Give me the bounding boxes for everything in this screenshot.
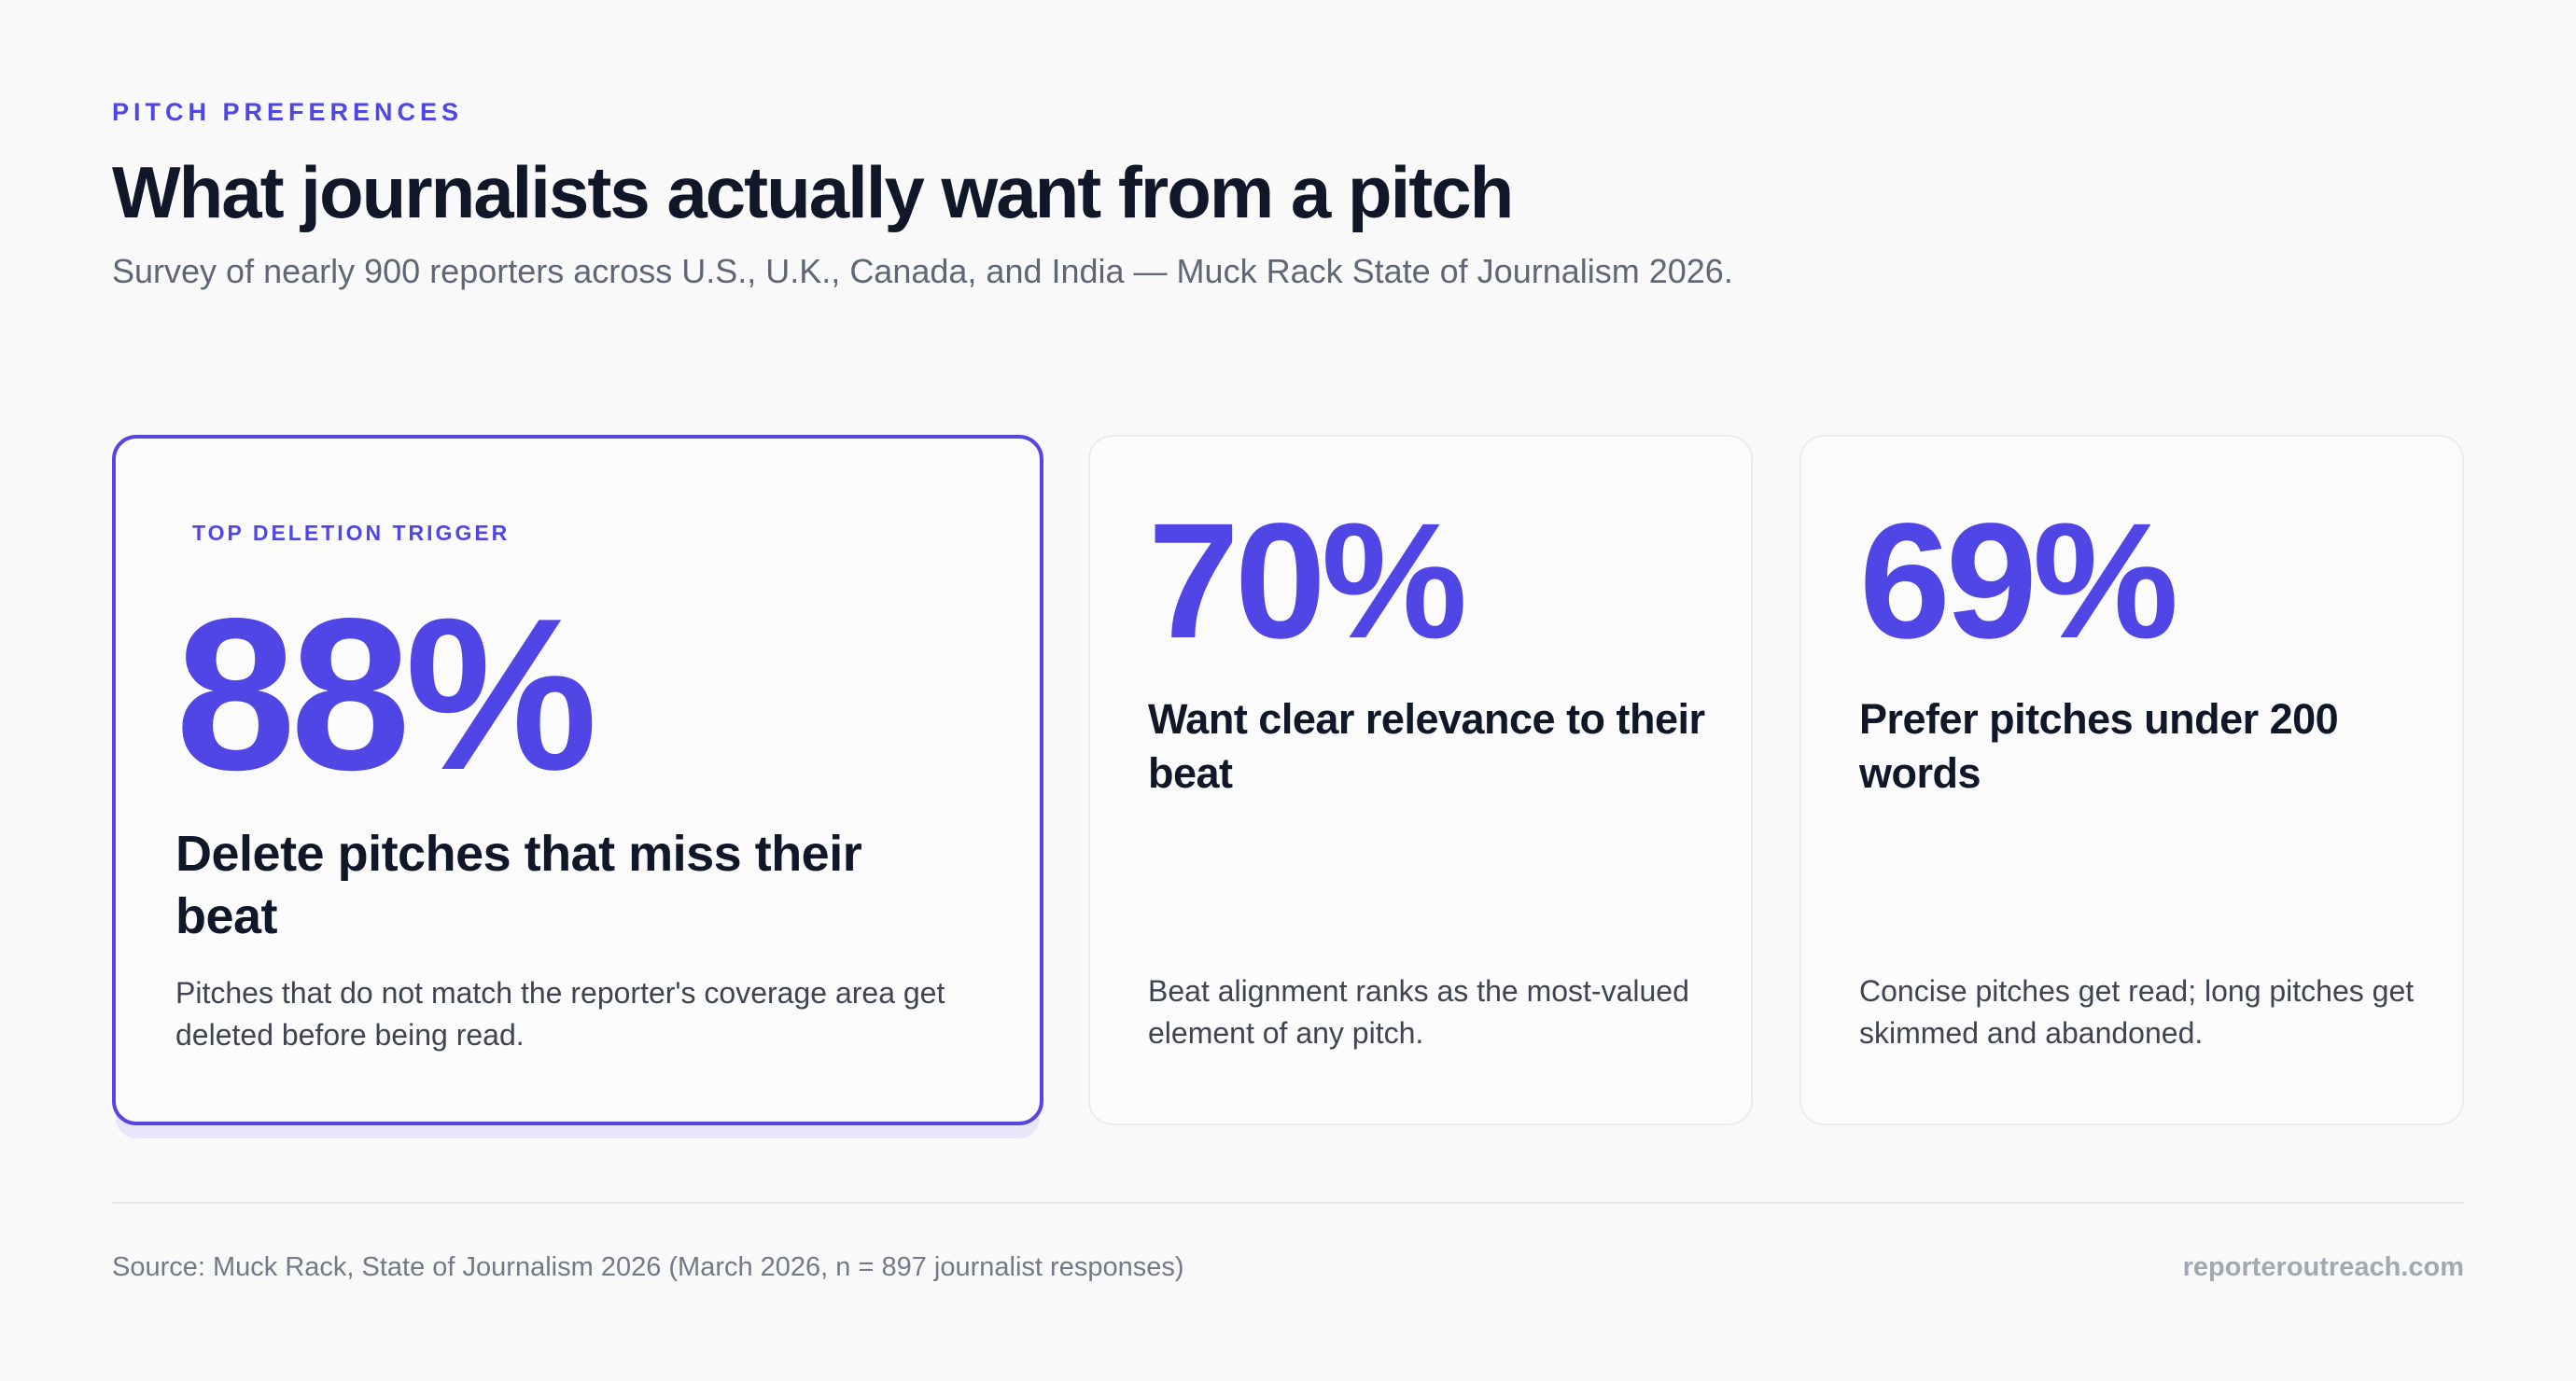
- card-stat: 88%: [175, 574, 597, 816]
- stat-card-length: 69% Prefer pitches under 200 words Conci…: [1799, 435, 2464, 1125]
- infographic: PITCH PREFERENCES What journalists actua…: [112, 0, 2464, 1381]
- page-subtitle: Survey of nearly 900 reporters across U.…: [112, 252, 1733, 290]
- source-note: Source: Muck Rack, State of Journalism 2…: [112, 1252, 1184, 1282]
- card-headline: Delete pitches that miss their beat: [175, 826, 862, 944]
- card-description: Beat alignment ranks as the most-valued …: [1148, 974, 1689, 1050]
- card-stat: 70%: [1148, 490, 1467, 673]
- footer-divider: [112, 1202, 2464, 1204]
- card-description: Concise pitches get read; long pitches g…: [1859, 974, 2415, 1050]
- eyebrow-label: PITCH PREFERENCES: [112, 98, 464, 126]
- stat-card-deletion: TOP DELETION TRIGGER 88% Delete pitches …: [112, 435, 1043, 1125]
- brand-link[interactable]: reporteroutreach.com: [2182, 1252, 2464, 1282]
- card-description: Pitches that do not match the reporter's…: [175, 976, 945, 1052]
- card-headline: Want clear relevance to their beat: [1148, 695, 1705, 797]
- card-stat: 69%: [1859, 490, 2178, 673]
- stat-card-relevance: 70% Want clear relevance to their beat B…: [1088, 435, 1753, 1125]
- card-headline: Prefer pitches under 200 words: [1859, 695, 2339, 797]
- page-title: What journalists actually want from a pi…: [112, 151, 1514, 233]
- card-kicker: TOP DELETION TRIGGER: [192, 521, 511, 545]
